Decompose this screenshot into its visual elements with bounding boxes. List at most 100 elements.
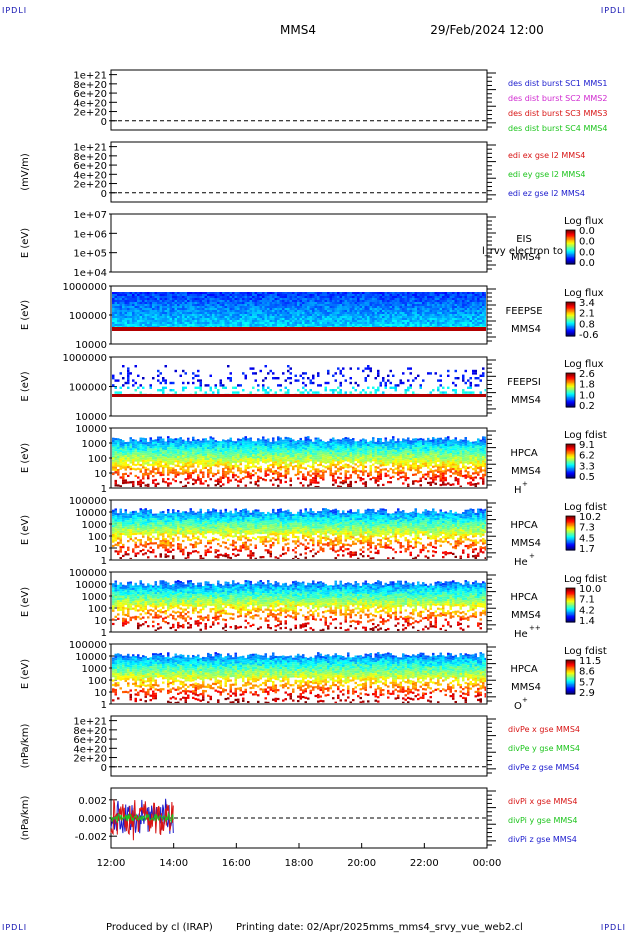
panel-hpca-h-pixel — [272, 437, 275, 440]
panel-feeps-e-pixel — [344, 324, 348, 327]
panel-feeps-e-pixel — [209, 310, 213, 313]
panel-feeps-e-pixel — [312, 312, 315, 315]
panel-feeps-e-pixel — [302, 324, 305, 327]
panel-hpca-h-pixel — [214, 457, 217, 460]
panel-feeps-e-pixel — [224, 294, 228, 297]
panel-hpca-h-pixel — [262, 451, 265, 455]
panel-feeps-e-pixel — [194, 316, 198, 319]
panel-feeps-i-pixel — [407, 367, 410, 370]
panel-feeps-e-pixel — [134, 296, 138, 299]
panel-hpca-h-pixel — [214, 453, 217, 456]
panel-hpca-h-pixel — [204, 442, 207, 445]
panel-feeps-i-pixel — [257, 389, 260, 392]
panel-hpca-h-pixel — [132, 450, 135, 453]
panel-feeps-e-pixel — [412, 298, 415, 301]
panel-eis-colorbar-segment — [566, 230, 575, 233]
panel-eis-colorbar-segment — [566, 262, 575, 265]
panel-feeps-e-pixel — [372, 318, 375, 321]
panel-feeps-e-pixel — [162, 308, 165, 311]
panel-feeps-i-pixel — [164, 386, 167, 389]
panel-feeps-e-pixel — [469, 316, 473, 319]
panel-feeps-e-pixel — [352, 316, 355, 319]
panel-feeps-i-pixel — [242, 389, 245, 392]
panel-hpca-h-pixel — [122, 451, 125, 454]
panel-feeps-e-pixel — [419, 302, 423, 305]
panel-feeps-e-pixel — [192, 318, 195, 321]
panel-feeps-e-pixel — [179, 298, 183, 301]
panel-feeps-e-pixel — [432, 314, 435, 317]
panel-hpca-h-pixel — [314, 446, 317, 449]
panel-feeps-e-pixel — [289, 298, 293, 301]
panel-feeps-e-pixel — [482, 316, 485, 319]
panel-feeps-e-pixel — [462, 300, 465, 303]
panel-hpca-h-pixel — [167, 464, 170, 467]
panel-hpca-h-pixel — [322, 476, 325, 479]
panel-feeps-i-pixel — [482, 372, 485, 375]
panel-feeps-e-pixel — [229, 316, 233, 319]
panel-hpca-h-pixel — [209, 471, 212, 474]
panel-feeps-i-pixel — [122, 384, 125, 387]
panel-feeps-e-pixel — [244, 320, 248, 323]
panel-feeps-e-pixel — [189, 292, 193, 295]
panel-feeps-e-pixel — [479, 320, 483, 323]
panel-feeps-e-pixel — [372, 310, 375, 313]
panel-feeps-e-pixel — [237, 292, 240, 295]
panel-feeps-i-pixel — [307, 391, 310, 394]
panel-feeps-e-pixel — [337, 320, 340, 323]
panel-hpca-h-pixel — [162, 480, 165, 483]
panel-feeps-e-pixel — [324, 320, 328, 323]
panel-feeps-e-pixel — [417, 324, 420, 327]
panel-hpca-h-pixel — [254, 483, 257, 486]
panel-feeps-e-pixel — [357, 324, 360, 327]
panel-feeps-e-pixel — [372, 306, 375, 309]
panel-feeps-e-pixel — [337, 294, 340, 297]
panel-feeps-e-pixel — [362, 302, 365, 305]
panel-feeps-e-pixel — [357, 300, 360, 303]
panel-feeps-e-pixel — [482, 312, 485, 315]
panel-feeps-e-pixel — [382, 318, 385, 321]
panel-feeps-e-pixel — [174, 306, 178, 309]
panel-feeps-i-pixel — [194, 391, 197, 394]
panel-feeps-e-pixel — [392, 318, 395, 321]
panel-feeps-e-pixel — [467, 302, 470, 305]
panel-feeps-e-pixel — [339, 294, 343, 297]
panel-hpca-h-pixel — [127, 455, 130, 458]
panel-hpca-h-pixel — [212, 452, 215, 456]
panel-hpca-h-pixel — [137, 450, 140, 453]
panel-feeps-e-pixel — [402, 318, 405, 321]
panel-feeps-e-pixel — [444, 298, 448, 301]
panel-feeps-e-pixel — [157, 310, 160, 313]
panel-feeps-e-pixel — [407, 324, 410, 327]
panel-feeps-e-pixel — [282, 318, 285, 321]
panel-feeps-e-pixel — [322, 304, 325, 307]
panel-hpca-h-pixel — [114, 455, 117, 458]
panel-hpca-h-pixel — [117, 469, 120, 472]
panel-feeps-e-pixel — [377, 294, 380, 297]
panel-hpca-h-pixel — [157, 436, 160, 439]
panel-hpca-h-pixel — [289, 444, 292, 447]
panel-feeps-e-pixel — [467, 318, 470, 321]
panel-feeps-e-pixel — [334, 316, 338, 319]
panel-hpca-h-pixel — [222, 450, 225, 453]
panel-hpca-h-pixel — [119, 452, 122, 455]
panel-feeps-i-pixel — [149, 384, 152, 387]
panel-feeps-e-pixel — [382, 310, 385, 313]
panel-feeps-e-pixel — [232, 292, 235, 295]
panel-feeps-e-pixel — [262, 300, 265, 303]
panel-hpca-h-pixel — [144, 455, 147, 458]
panel-feeps-e-pixel — [372, 298, 375, 301]
panel-feeps-e-pixel — [292, 308, 295, 311]
panel-feeps-e-pixel — [342, 308, 345, 311]
panel-hpca-h-pixel — [182, 455, 185, 458]
panel-hpca-h-pixel — [319, 461, 322, 464]
panel-hpca-h-pixel — [264, 468, 267, 471]
panel-hpca-h-pixel — [217, 465, 220, 468]
panel-feeps-i-pixel — [382, 391, 385, 394]
panel-feeps-e-pixel — [339, 324, 343, 327]
panel-feeps-e-pixel — [184, 300, 188, 303]
panel-feeps-e-pixel — [404, 294, 408, 297]
panel-hpca-h-pixel — [327, 458, 330, 461]
panel-feeps-e-colorbar-segment — [566, 319, 575, 322]
panel-hpca-h-pixel — [294, 451, 297, 455]
panel-hpca-h-pixel — [229, 453, 232, 456]
